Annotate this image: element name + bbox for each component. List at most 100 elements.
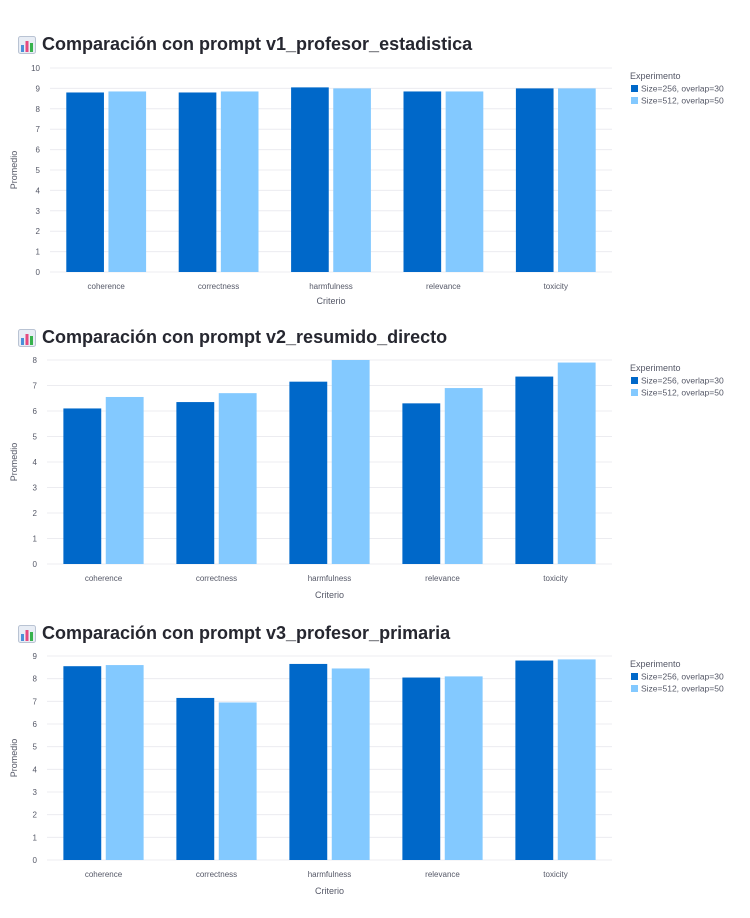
legend-swatch — [631, 685, 638, 692]
y-tick-label: 0 — [33, 560, 38, 569]
y-tick-label: 9 — [36, 84, 41, 93]
bar-coherence-series-1[interactable] — [66, 92, 104, 272]
x-tick-label: correctness — [196, 870, 237, 879]
legend-swatch — [631, 85, 638, 92]
y-tick-label: 4 — [33, 765, 38, 774]
bar-toxicity-series-1[interactable] — [515, 88, 554, 273]
y-axis-label: Promedio — [9, 443, 19, 482]
bar-harmfulness-series-2[interactable] — [331, 668, 370, 860]
y-tick-label: 6 — [33, 720, 38, 729]
y-tick-label: 2 — [33, 811, 38, 820]
x-tick-label: relevance — [425, 870, 460, 879]
y-tick-label: 1 — [33, 535, 38, 544]
bar-correctness-series-1[interactable] — [176, 697, 215, 860]
bar-toxicity-series-2[interactable] — [557, 362, 596, 564]
y-tick-label: 6 — [36, 146, 41, 155]
y-tick-label: 0 — [36, 268, 41, 277]
bar-correctness-series-1[interactable] — [178, 92, 217, 272]
legend-label[interactable]: Size=256, overlap=30 — [641, 376, 724, 386]
bar-correctness-series-1[interactable] — [176, 402, 215, 564]
legend-label[interactable]: Size=512, overlap=50 — [641, 388, 724, 398]
bar-relevance-series-2[interactable] — [444, 388, 483, 564]
chart-title-1: Comparación con prompt v1_profesor_estad… — [18, 34, 472, 55]
legend-label[interactable]: Size=512, overlap=50 — [641, 684, 724, 694]
bar-harmfulness-series-1[interactable] — [289, 381, 328, 564]
chart-title-2: Comparación con prompt v2_resumido_direc… — [18, 327, 447, 348]
y-tick-label: 3 — [33, 484, 38, 493]
y-tick-label: 5 — [33, 433, 38, 442]
y-tick-label: 6 — [33, 407, 38, 416]
bar-coherence-series-1[interactable] — [63, 666, 102, 860]
legend-title: Experimento — [630, 659, 681, 669]
y-tick-label: 8 — [36, 105, 41, 114]
x-tick-label: harmfulness — [308, 870, 352, 879]
legend-label[interactable]: Size=256, overlap=30 — [641, 84, 724, 94]
bar-toxicity-series-2[interactable] — [557, 659, 596, 860]
bar-coherence-series-2[interactable] — [108, 91, 147, 273]
legend-swatch — [631, 389, 638, 396]
y-tick-label: 7 — [33, 382, 38, 391]
x-tick-label: coherence — [85, 870, 123, 879]
legend-swatch — [631, 97, 638, 104]
y-tick-label: 4 — [36, 186, 41, 195]
y-tick-label: 1 — [36, 248, 41, 257]
y-axis-label: Promedio — [9, 739, 19, 778]
legend-label[interactable]: Size=256, overlap=30 — [641, 672, 724, 682]
bar-harmfulness-series-2[interactable] — [331, 360, 370, 564]
y-tick-label: 2 — [36, 227, 41, 236]
bar-coherence-series-1[interactable] — [63, 408, 102, 564]
y-tick-label: 5 — [36, 166, 41, 175]
y-tick-label: 3 — [36, 207, 41, 216]
bar-relevance-series-1[interactable] — [403, 91, 442, 273]
chart-title-text: Comparación con prompt v2_resumido_direc… — [42, 327, 448, 347]
bar-relevance-series-2[interactable] — [444, 676, 483, 860]
y-axis-label: Promedio — [9, 151, 19, 190]
bar-harmfulness-series-2[interactable] — [333, 88, 371, 273]
y-tick-label: 0 — [33, 856, 38, 865]
bar-correctness-series-2[interactable] — [220, 91, 259, 273]
x-tick-label: toxicity — [543, 870, 567, 879]
y-tick-label: 8 — [33, 675, 38, 684]
bar-relevance-series-1[interactable] — [402, 403, 441, 564]
bar-correctness-series-2[interactable] — [218, 702, 257, 860]
bar-harmfulness-series-1[interactable] — [289, 663, 328, 860]
bar-chart-icon — [18, 35, 36, 54]
legend-label[interactable]: Size=512, overlap=50 — [641, 96, 724, 106]
bar-harmfulness-series-1[interactable] — [291, 87, 329, 272]
legend-swatch — [631, 673, 638, 680]
bar-relevance-series-1[interactable] — [402, 677, 441, 860]
y-tick-label: 10 — [31, 64, 40, 73]
legend-title: Experimento — [630, 71, 681, 81]
x-tick-label: correctness — [196, 574, 237, 583]
y-tick-label: 4 — [33, 458, 38, 467]
y-tick-label: 7 — [36, 125, 41, 134]
x-tick-label: relevance — [426, 282, 461, 291]
y-tick-label: 7 — [33, 697, 38, 706]
y-tick-label: 8 — [33, 356, 38, 365]
bar-coherence-series-2[interactable] — [105, 396, 144, 564]
y-tick-label: 2 — [33, 509, 38, 518]
x-tick-label: correctness — [198, 282, 239, 291]
bar-chart-icon — [18, 328, 36, 347]
y-tick-label: 1 — [33, 833, 38, 842]
x-tick-label: harmfulness — [308, 574, 352, 583]
chart-title-text: Comparación con prompt v3_profesor_prima… — [42, 623, 451, 643]
x-tick-label: coherence — [88, 282, 126, 291]
bar-toxicity-series-2[interactable] — [558, 88, 596, 273]
bar-relevance-series-2[interactable] — [445, 91, 484, 273]
legend-swatch — [631, 377, 638, 384]
bar-correctness-series-2[interactable] — [218, 393, 257, 564]
x-axis-label: Criterio — [316, 296, 345, 306]
y-tick-label: 3 — [33, 788, 38, 797]
x-axis-label: Criterio — [315, 590, 344, 600]
chart-title-text: Comparación con prompt v1_profesor_estad… — [42, 34, 473, 54]
y-tick-label: 9 — [33, 652, 38, 661]
bar-toxicity-series-1[interactable] — [515, 376, 554, 564]
bar-toxicity-series-1[interactable] — [515, 660, 554, 860]
x-tick-label: relevance — [425, 574, 460, 583]
bar-coherence-series-2[interactable] — [105, 665, 144, 860]
bar-chart-icon — [18, 624, 36, 643]
